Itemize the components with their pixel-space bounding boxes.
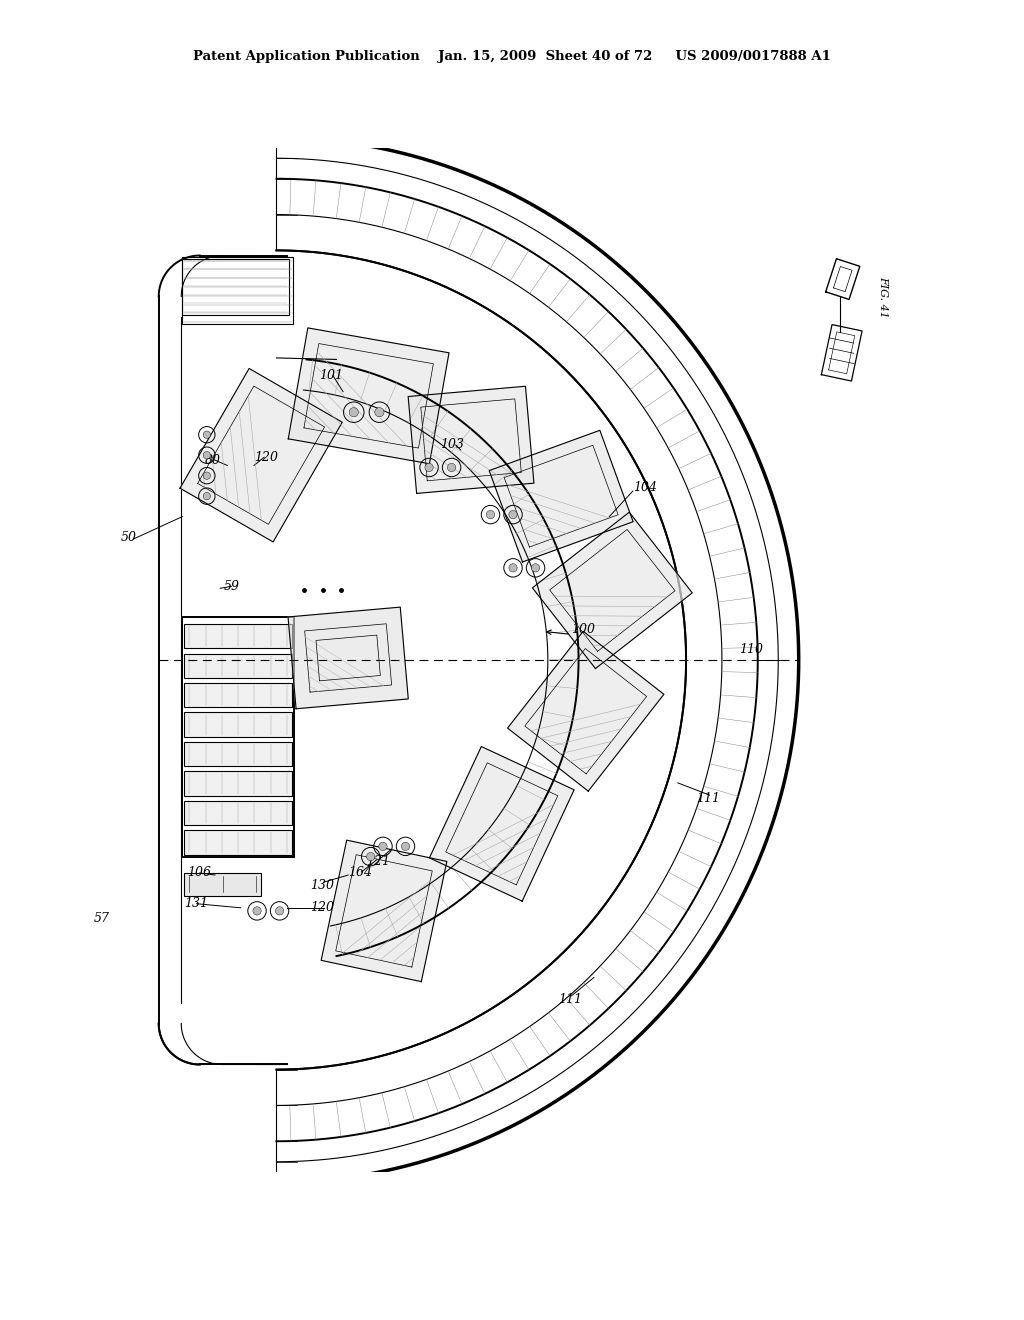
Circle shape bbox=[203, 451, 211, 459]
Polygon shape bbox=[322, 840, 446, 982]
Polygon shape bbox=[288, 607, 409, 709]
Circle shape bbox=[203, 432, 211, 438]
Text: 106: 106 bbox=[187, 866, 211, 879]
Text: Patent Application Publication    Jan. 15, 2009  Sheet 40 of 72     US 2009/0017: Patent Application Publication Jan. 15, … bbox=[194, 50, 830, 63]
Circle shape bbox=[379, 842, 387, 850]
Polygon shape bbox=[489, 430, 633, 562]
FancyBboxPatch shape bbox=[184, 771, 292, 796]
Circle shape bbox=[375, 408, 384, 417]
FancyBboxPatch shape bbox=[184, 830, 292, 854]
Text: 111: 111 bbox=[696, 792, 720, 805]
Circle shape bbox=[531, 564, 540, 572]
Circle shape bbox=[349, 408, 358, 417]
Polygon shape bbox=[532, 512, 692, 668]
Text: 164: 164 bbox=[348, 866, 372, 879]
Circle shape bbox=[203, 473, 211, 479]
Text: FIG. 41: FIG. 41 bbox=[878, 276, 888, 317]
Polygon shape bbox=[508, 631, 664, 791]
Circle shape bbox=[401, 842, 410, 850]
FancyBboxPatch shape bbox=[184, 873, 261, 895]
Text: 100: 100 bbox=[571, 623, 595, 636]
FancyBboxPatch shape bbox=[184, 653, 292, 678]
Polygon shape bbox=[289, 327, 449, 463]
Text: 120: 120 bbox=[310, 902, 334, 915]
Circle shape bbox=[253, 907, 261, 915]
Text: 110: 110 bbox=[739, 643, 763, 656]
Circle shape bbox=[509, 511, 517, 519]
Polygon shape bbox=[180, 368, 342, 543]
Text: 80: 80 bbox=[205, 454, 221, 467]
Circle shape bbox=[486, 511, 495, 519]
Text: 104: 104 bbox=[633, 482, 656, 495]
Text: 131: 131 bbox=[184, 898, 208, 911]
Text: 120: 120 bbox=[254, 450, 278, 463]
Circle shape bbox=[275, 907, 284, 915]
Text: 121: 121 bbox=[367, 855, 390, 869]
Text: 59: 59 bbox=[223, 579, 240, 593]
Polygon shape bbox=[409, 387, 534, 494]
FancyBboxPatch shape bbox=[184, 713, 292, 737]
Text: 130: 130 bbox=[310, 879, 334, 892]
Circle shape bbox=[367, 853, 375, 861]
FancyBboxPatch shape bbox=[184, 801, 292, 825]
Circle shape bbox=[203, 492, 211, 500]
Circle shape bbox=[509, 564, 517, 572]
Text: 57: 57 bbox=[94, 912, 111, 924]
Text: 50: 50 bbox=[121, 531, 137, 544]
Text: 111: 111 bbox=[558, 994, 582, 1006]
FancyBboxPatch shape bbox=[184, 624, 292, 648]
Circle shape bbox=[447, 463, 456, 471]
FancyBboxPatch shape bbox=[184, 742, 292, 766]
Polygon shape bbox=[429, 747, 574, 902]
Circle shape bbox=[425, 463, 433, 471]
FancyBboxPatch shape bbox=[184, 682, 292, 708]
Text: 101: 101 bbox=[319, 368, 343, 381]
Text: 103: 103 bbox=[440, 438, 464, 451]
